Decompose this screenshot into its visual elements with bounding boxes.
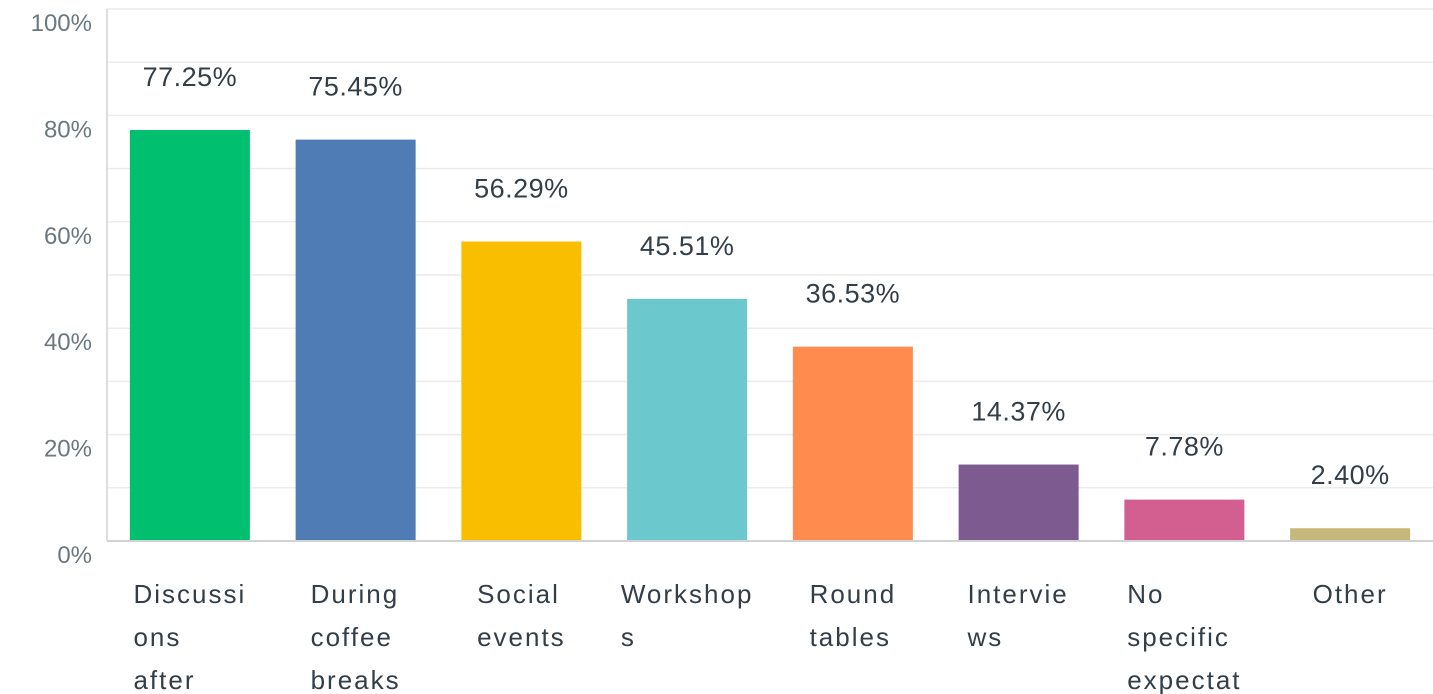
value-label: 14.37% <box>971 397 1066 427</box>
x-tick-label-line: Social <box>477 579 560 609</box>
value-label: 75.45% <box>308 72 403 102</box>
x-tick-label-line: Intervie <box>967 579 1068 609</box>
value-label: 77.25% <box>143 62 238 92</box>
value-label: 56.29% <box>474 174 569 204</box>
x-tick-label-line: Round <box>810 579 897 609</box>
bar <box>1290 528 1411 541</box>
value-label: 7.78% <box>1145 432 1224 462</box>
y-tick-label: 20% <box>44 436 92 463</box>
x-tick-label-line: Workshop <box>621 579 754 609</box>
y-tick-label: 40% <box>44 329 92 356</box>
value-label: 45.51% <box>640 231 735 261</box>
bar <box>295 139 416 541</box>
x-tick-label: No specific expectat <box>1127 579 1241 694</box>
x-tick-label: Discussi ons after <box>133 579 246 694</box>
bar <box>958 464 1079 541</box>
y-tick-label: 0% <box>57 542 92 569</box>
x-tick-label: Other <box>1313 579 1388 609</box>
x-tick-label-line: No <box>1127 579 1164 609</box>
x-tick-label: Intervie ws <box>966 579 1068 652</box>
x-tick-label-line: s <box>621 622 636 652</box>
x-tick-label: During coffee breaks <box>311 579 401 694</box>
y-tick-label: 100% <box>31 10 92 37</box>
x-tick-label-line: Discussi <box>133 579 246 609</box>
bar <box>792 346 913 541</box>
value-label: 2.40% <box>1311 460 1390 490</box>
x-tick-label-line: tables <box>810 622 891 652</box>
x-tick-label-line: coffee <box>311 622 393 652</box>
x-tick-label: Workshop s <box>621 579 754 652</box>
x-tick-label-line: expectat <box>1127 665 1241 694</box>
x-tick-label-line: specific <box>1127 622 1230 652</box>
x-tick-label-line: after <box>133 665 195 694</box>
bar <box>129 130 250 541</box>
y-tick-label: 60% <box>44 223 92 250</box>
x-tick-label-line: Other <box>1313 579 1388 609</box>
bar <box>1124 499 1245 541</box>
bar <box>627 298 748 541</box>
x-tick-label-line: ws <box>966 622 1003 652</box>
x-tick-label-line: During <box>311 579 400 609</box>
bar <box>461 241 582 541</box>
x-tick-label-line: breaks <box>311 665 401 694</box>
x-tick-label: Social events <box>477 579 566 652</box>
value-label: 36.53% <box>806 279 901 309</box>
x-tick-label-line: events <box>477 622 566 652</box>
x-tick-label-line: ons <box>133 622 181 652</box>
y-tick-label: 80% <box>44 116 92 143</box>
x-tick-label: Round tables <box>810 579 897 652</box>
